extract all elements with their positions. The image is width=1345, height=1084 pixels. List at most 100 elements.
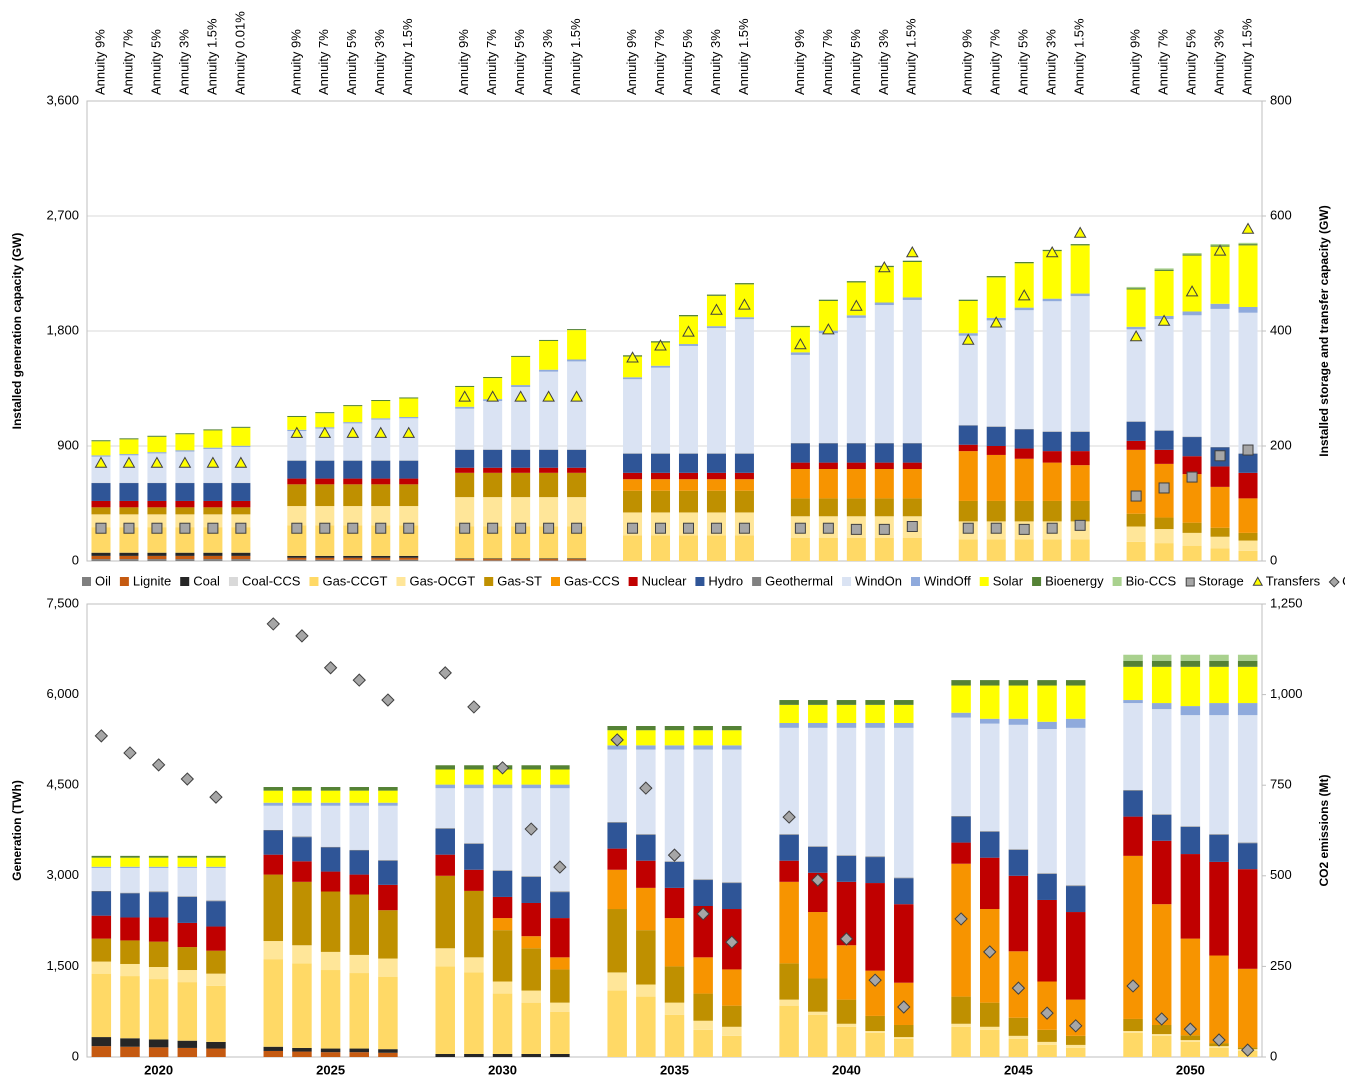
bar-segment — [808, 727, 828, 847]
marker — [571, 522, 583, 534]
marker — [1157, 314, 1171, 326]
bar-segment — [91, 855, 112, 858]
legend-label: WindOn — [855, 573, 902, 588]
bar-segment — [320, 846, 341, 848]
bar-segment — [1237, 654, 1258, 661]
bar-segment — [177, 947, 198, 971]
bar-segment — [511, 526, 531, 559]
bar-segment — [607, 990, 627, 1057]
bar-segment — [567, 560, 587, 561]
category-label: Annuity 5% — [1016, 29, 1031, 95]
marker — [94, 456, 108, 468]
bar-segment — [399, 398, 419, 417]
bar-segment — [343, 484, 363, 507]
bar-segment — [818, 498, 838, 517]
bar-segment — [1126, 286, 1146, 289]
bar-segment — [651, 365, 671, 368]
bar-segment — [1180, 1040, 1201, 1042]
marker — [207, 522, 219, 534]
bar-segment — [1070, 296, 1090, 432]
bar-segment — [455, 406, 475, 409]
bar-segment — [1209, 1047, 1229, 1057]
bar-segment — [1065, 1044, 1086, 1048]
bar-segment — [550, 1053, 570, 1057]
category-label: Annuity 1.5% — [1239, 18, 1254, 95]
bar-segment — [1151, 1035, 1172, 1057]
bar-segment — [371, 555, 391, 558]
marker — [403, 522, 415, 534]
bar-segment — [874, 302, 894, 306]
legend-label: CO2 — [1342, 573, 1345, 588]
group-label: 2035 — [660, 1062, 689, 1077]
bar-segment — [435, 788, 455, 829]
bar-segment — [492, 981, 513, 994]
bar-segment — [483, 497, 503, 527]
bar-segment — [779, 860, 799, 882]
bar-segment — [1180, 715, 1201, 827]
bar-segment — [175, 434, 195, 451]
bar-segment — [846, 443, 866, 463]
bar-segment — [958, 335, 978, 426]
marker — [1129, 329, 1143, 342]
bar-segment — [1037, 721, 1057, 730]
bar-segment — [231, 552, 251, 556]
legend-label: Bioenergy — [1045, 573, 1104, 588]
bar-segment — [371, 401, 391, 419]
bar-segment — [550, 769, 570, 785]
bar-segment — [951, 816, 971, 843]
bar-segment — [958, 451, 978, 501]
marker — [738, 522, 750, 534]
bar-segment — [292, 1051, 312, 1057]
bar-segment — [1123, 1018, 1143, 1032]
bar-segment — [483, 472, 503, 498]
bar-segment — [1180, 660, 1201, 667]
marker — [542, 390, 555, 402]
bar-segment — [664, 918, 685, 967]
group-label: 2020 — [144, 1062, 173, 1077]
bar-segment — [231, 427, 251, 446]
bar-segment — [1180, 826, 1201, 827]
bar-segment — [91, 483, 111, 501]
bar-segment — [483, 449, 503, 468]
bar-segment — [567, 497, 587, 527]
marker — [95, 522, 107, 534]
bar-segment — [1126, 288, 1146, 290]
bar-segment — [818, 462, 838, 469]
bar-segment — [607, 822, 627, 823]
bar-segment — [292, 787, 312, 791]
bar-segment — [664, 966, 685, 1003]
marker — [850, 523, 862, 535]
bar-segment — [399, 506, 419, 526]
bar-segment — [91, 915, 112, 939]
marker — [1185, 285, 1199, 297]
y-tick-label: 3,600 — [46, 92, 79, 107]
bar-segment — [550, 788, 570, 892]
bar-segment — [483, 401, 503, 450]
bar-segment — [1014, 539, 1034, 561]
bar-segment — [1014, 263, 1034, 308]
marker — [1126, 979, 1140, 993]
bar-segment — [980, 680, 1000, 686]
bar-segment — [1065, 685, 1086, 719]
bar-segment — [492, 769, 513, 785]
bar-segment — [734, 283, 754, 285]
bar-segment — [378, 1052, 398, 1057]
marker — [782, 810, 796, 824]
bar-segment — [846, 462, 866, 469]
bar-segment — [492, 930, 513, 982]
bar-segment — [1070, 293, 1090, 297]
bar-segment — [175, 555, 195, 560]
bar-segment — [320, 1048, 341, 1053]
bar-segment — [836, 722, 857, 728]
bar-segment — [808, 846, 828, 873]
bar-segment — [147, 507, 167, 515]
bar-segment — [1237, 842, 1258, 844]
legend-label: Gas-ST — [497, 573, 542, 588]
bar-segment — [894, 700, 914, 705]
bar-segment — [378, 860, 398, 861]
legend-swatch — [752, 577, 762, 586]
bar-segment — [1042, 301, 1062, 432]
bar-segment — [399, 397, 419, 399]
bar-segment — [399, 478, 419, 485]
bar-segment — [1065, 727, 1086, 886]
